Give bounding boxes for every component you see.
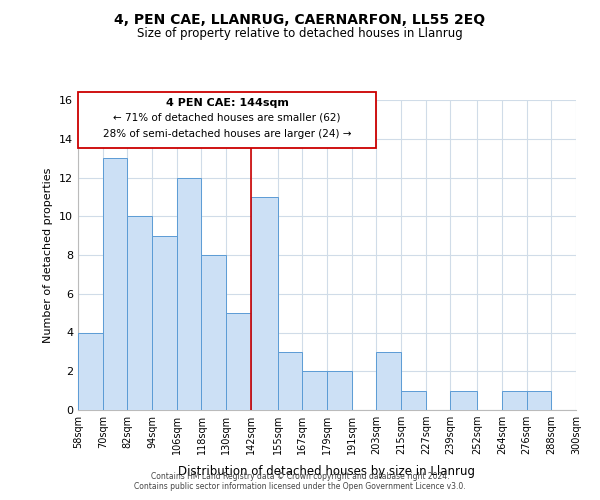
Bar — [78, 332, 103, 410]
Bar — [202, 255, 226, 410]
FancyBboxPatch shape — [78, 92, 376, 148]
Bar — [451, 390, 477, 410]
Text: ← 71% of detached houses are smaller (62): ← 71% of detached houses are smaller (62… — [113, 113, 341, 123]
Bar — [502, 390, 527, 410]
Bar — [152, 236, 177, 410]
Bar — [327, 371, 352, 410]
Text: Size of property relative to detached houses in Llanrug: Size of property relative to detached ho… — [137, 28, 463, 40]
Bar — [302, 371, 327, 410]
Text: Contains HM Land Registry data © Crown copyright and database right 2024.: Contains HM Land Registry data © Crown c… — [151, 472, 449, 481]
Text: Contains public sector information licensed under the Open Government Licence v3: Contains public sector information licen… — [134, 482, 466, 491]
Bar — [251, 197, 278, 410]
Text: 4 PEN CAE: 144sqm: 4 PEN CAE: 144sqm — [166, 98, 289, 108]
Bar — [527, 390, 551, 410]
Bar — [401, 390, 426, 410]
Text: 28% of semi-detached houses are larger (24) →: 28% of semi-detached houses are larger (… — [103, 129, 352, 139]
Bar — [103, 158, 127, 410]
Bar — [226, 313, 251, 410]
Bar — [127, 216, 152, 410]
Bar — [278, 352, 302, 410]
Bar — [177, 178, 202, 410]
Y-axis label: Number of detached properties: Number of detached properties — [43, 168, 53, 342]
Bar — [376, 352, 401, 410]
X-axis label: Distribution of detached houses by size in Llanrug: Distribution of detached houses by size … — [179, 466, 476, 478]
Text: 4, PEN CAE, LLANRUG, CAERNARFON, LL55 2EQ: 4, PEN CAE, LLANRUG, CAERNARFON, LL55 2E… — [115, 12, 485, 26]
